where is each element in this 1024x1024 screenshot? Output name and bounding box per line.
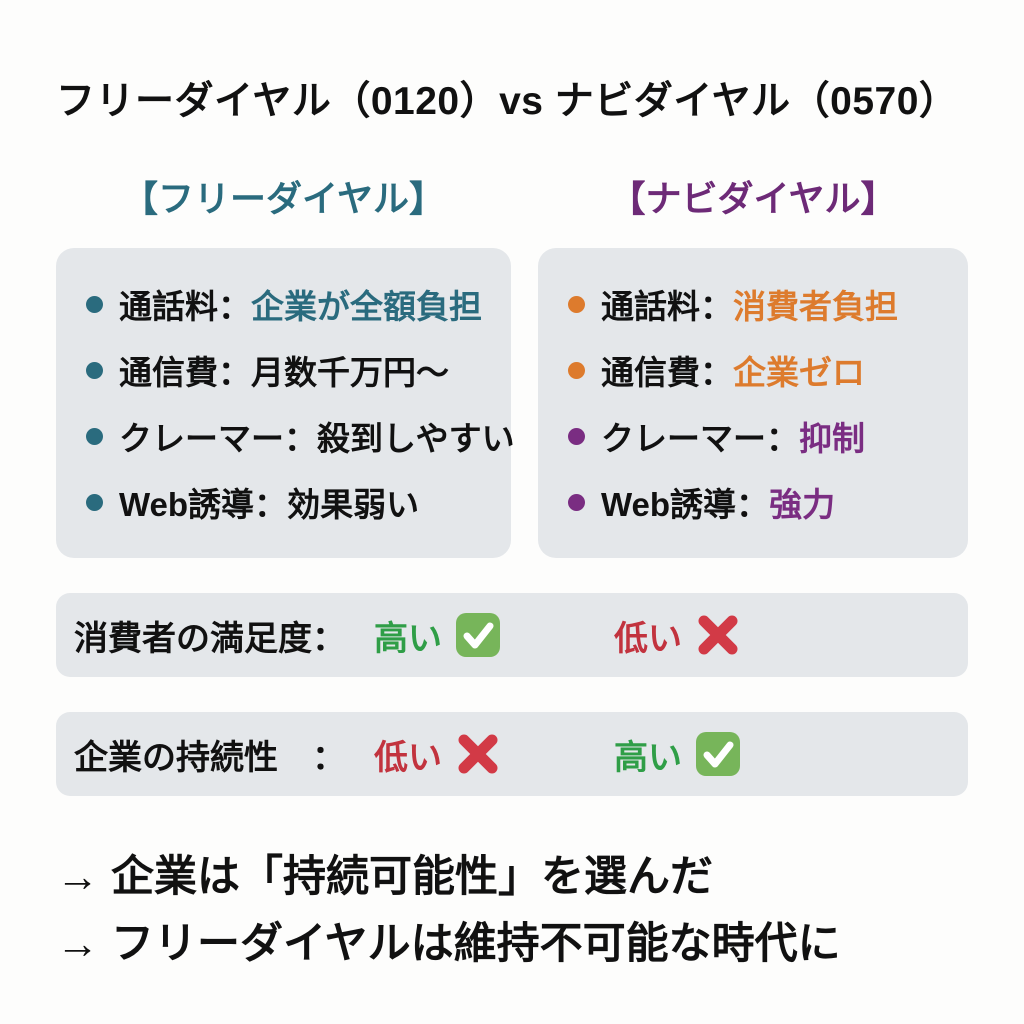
navi-dial-card: 通話料： 消費者負担 通信費： 企業ゼロ クレーマー： 抑制 Web誘導： 強力 bbox=[538, 248, 968, 558]
list-item: Web誘導： 強力 bbox=[560, 478, 946, 526]
item-value: 効果弱い bbox=[287, 486, 420, 523]
row-label: 消費者の満足度： bbox=[74, 619, 346, 658]
item-label: クレーマー： bbox=[119, 420, 317, 457]
list-item: 通話料： 消費者負担 bbox=[560, 280, 946, 328]
check-icon bbox=[454, 611, 502, 659]
bullet-icon bbox=[568, 427, 585, 445]
free-dial-column: 【フリーダイヤル】 通話料： 企業が全額負担 通信費： 月数千万円〜 クレーマー：殺… bbox=[56, 170, 515, 558]
satisfaction-comparison-row: 消費者の満足度： 高い 低い bbox=[56, 593, 968, 677]
cross-icon bbox=[694, 611, 742, 659]
navi-dial-column: 【ナビダイヤル】 通話料： 消費者負担 通信費： 企業ゼロ クレーマー： 抑制 Web… bbox=[538, 170, 968, 558]
conclusion-line: → 企業は「持続可能性」を選んだ bbox=[56, 853, 713, 901]
check-icon bbox=[694, 730, 742, 778]
list-item: クレーマー： 抑制 bbox=[560, 412, 946, 460]
list-item: クレーマー： 殺到しやすい bbox=[78, 412, 515, 460]
bullet-icon bbox=[568, 295, 585, 313]
item-value: 殺到しやすい bbox=[317, 420, 515, 457]
bullet-icon bbox=[86, 361, 103, 379]
free-dial-card: 通話料： 企業が全額負担 通信費： 月数千万円〜 クレーマー： 殺到しやすい Web誘… bbox=[56, 248, 515, 558]
item-value: 月数千万円〜 bbox=[251, 354, 449, 391]
item-value: 企業ゼロ bbox=[733, 354, 865, 391]
rating-value: 低い bbox=[374, 738, 442, 777]
item-label: Web誘導： bbox=[119, 486, 288, 523]
bullet-icon bbox=[568, 361, 585, 379]
list-item: 通信費： 月数千万円〜 bbox=[78, 346, 489, 394]
item-label: クレーマー： bbox=[601, 420, 799, 457]
item-value: 抑制 bbox=[799, 420, 865, 457]
list-item: Web誘導： 効果弱い bbox=[78, 478, 489, 526]
comparison-columns: 【フリーダイヤル】 通話料： 企業が全額負担 通信費： 月数千万円〜 クレーマー：殺… bbox=[56, 170, 968, 558]
row-label: 企業の持続性 ： bbox=[74, 738, 346, 777]
item-label: 通信費： bbox=[119, 354, 251, 391]
free-dial-rating: 低い bbox=[374, 730, 502, 779]
list-item: 通話料： 企業が全額負担 bbox=[78, 280, 489, 328]
conclusion-line: → フリーダイヤルは維持不可能な時代に bbox=[56, 920, 841, 969]
navi-dial-rating: 低い bbox=[614, 611, 742, 660]
item-label: 通信費： bbox=[601, 354, 733, 391]
item-value: 強力 bbox=[769, 486, 836, 523]
bullet-icon bbox=[86, 427, 103, 445]
rating-value: 高い bbox=[614, 738, 682, 777]
bullet-icon bbox=[86, 295, 103, 313]
item-value: 企業が全額負担 bbox=[251, 288, 482, 325]
free-dial-header: 【フリーダイヤル】 bbox=[122, 178, 445, 219]
free-dial-rating: 高い bbox=[374, 611, 502, 660]
page-title: フリーダイヤル（0120）vs ナビダイヤル（0570） bbox=[56, 80, 959, 123]
item-label: 通話料： bbox=[119, 288, 251, 325]
bullet-icon bbox=[86, 493, 103, 511]
item-label: Web誘導： bbox=[601, 486, 770, 523]
navi-dial-header: 【ナビダイヤル】 bbox=[609, 178, 897, 219]
sustainability-comparison-row: 企業の持続性 ： 低い 高い bbox=[56, 712, 968, 796]
cross-icon bbox=[454, 730, 502, 778]
bullet-icon bbox=[568, 493, 585, 511]
list-item: 通信費： 企業ゼロ bbox=[560, 346, 946, 394]
item-label: 通話料： bbox=[601, 288, 733, 325]
conclusion-block: → 企業は「持続可能性」を選んだ → フリーダイヤルは維持不可能な時代に bbox=[56, 844, 968, 978]
item-value: 消費者負担 bbox=[733, 288, 898, 325]
rating-value: 高い bbox=[374, 619, 442, 658]
navi-dial-rating: 高い bbox=[614, 730, 742, 779]
rating-value: 低い bbox=[614, 619, 682, 658]
